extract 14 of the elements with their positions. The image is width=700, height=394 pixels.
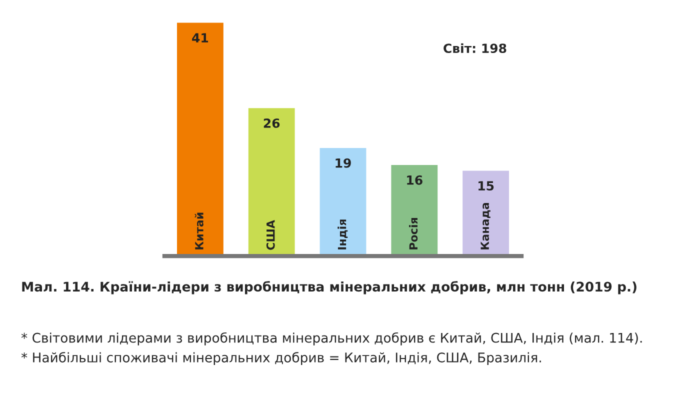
annotation: Світ: 198 [444, 43, 506, 54]
text: Мал. 114. Країни-лідери з виробництва мінеральних добрив, млн тонн (2019 р.) [22, 281, 636, 294]
x-tick-label: США [266, 220, 275, 250]
text: * Світовими лідерами з виробництва мінеральних добрив є Китай, США, Індія (мал. 114). [21, 332, 642, 346]
x-tick-label: Китай [194, 212, 204, 250]
data-label: 16 [407, 175, 422, 185]
x-tick-label: Росія [409, 218, 418, 250]
text: * Найбільші споживачі мінеральних добрив = Китай, Індія, США, Бразилія. [21, 352, 541, 366]
data-label: 19 [336, 158, 351, 168]
x-tick-label: Індія [338, 220, 348, 250]
data-label: 41 [192, 33, 208, 42]
x-tick-label: Канада [480, 203, 490, 250]
data-label: 26 [264, 118, 280, 128]
data-label: 15 [478, 181, 494, 191]
